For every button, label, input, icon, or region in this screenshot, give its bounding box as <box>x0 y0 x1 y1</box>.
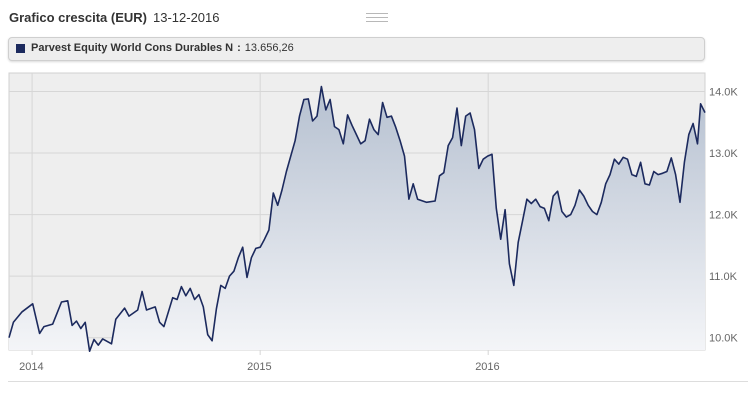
chart-header: Grafico crescita (EUR) 13-12-2016 <box>9 10 220 25</box>
legend-separator: : <box>237 42 241 54</box>
y-tick-label: 14.0K <box>709 86 738 98</box>
y-tick-label: 10.0K <box>709 333 738 345</box>
series-area <box>9 86 705 352</box>
legend-value: 13.656,26 <box>244 42 294 54</box>
y-tick-label: 11.0K <box>709 271 738 283</box>
legend-swatch <box>16 44 25 53</box>
menu-icon[interactable] <box>366 13 388 23</box>
chart-date: 13-12-2016 <box>153 10 220 25</box>
y-tick-label: 12.0K <box>709 210 738 222</box>
x-tick-label: 2015 <box>247 361 271 373</box>
y-tick-label: 13.0K <box>709 148 738 160</box>
legend: Parvest Equity World Cons Durables N:13.… <box>8 37 705 61</box>
x-tick-label: 2014 <box>19 361 43 373</box>
legend-text: Parvest Equity World Cons Durables N:13.… <box>31 42 294 54</box>
series-line <box>8 85 706 352</box>
chart-title: Grafico crescita (EUR) <box>9 10 147 25</box>
x-tick-label: 2016 <box>475 361 499 373</box>
bottom-divider <box>8 381 748 382</box>
legend-series-name[interactable]: Parvest Equity World Cons Durables N <box>31 42 234 54</box>
